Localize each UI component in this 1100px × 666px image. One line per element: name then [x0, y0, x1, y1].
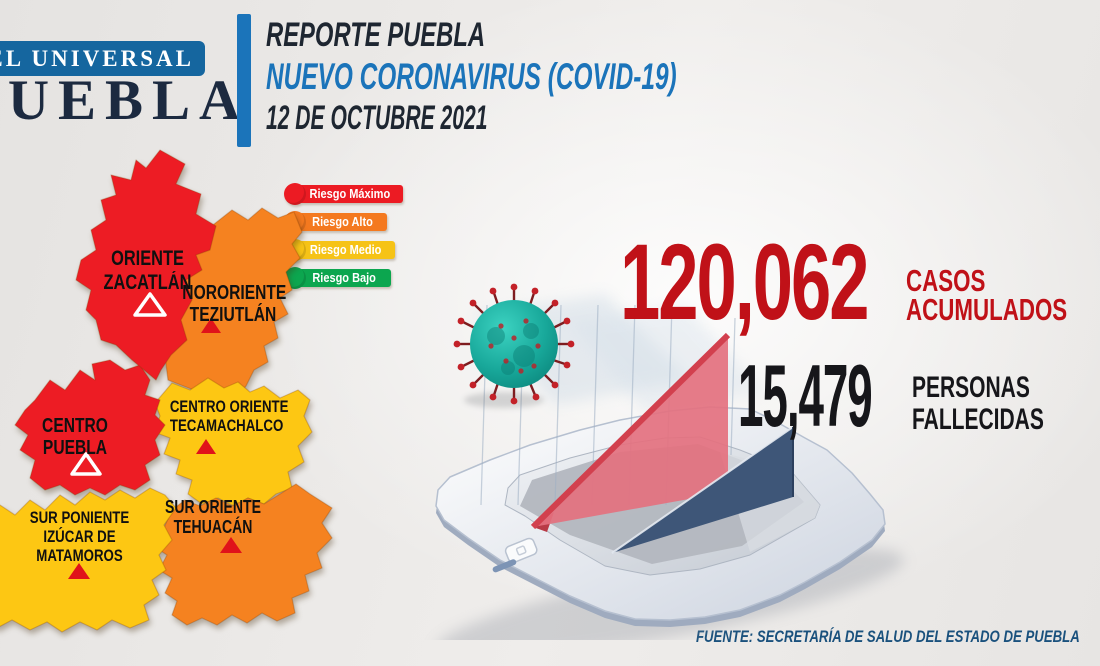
header-accent-bar [237, 14, 251, 147]
puebla-risk-map [0, 149, 333, 633]
source-attribution: FUENTE: SECRETARÍA DE SALUD DEL ESTADO D… [696, 628, 1080, 646]
red-triangle-chart [530, 332, 731, 532]
virus-surface-dots [488, 318, 541, 374]
risk-marker-zacatlan [133, 292, 167, 317]
risk-marker-izucar [68, 563, 90, 579]
legend-dot [284, 183, 306, 205]
risk-marker-teziutlan [201, 318, 221, 333]
map-region-tehuacan [154, 483, 333, 626]
virus-texture [487, 323, 539, 375]
region-label-tecamachalco: CENTRO ORIENTE TECAMACHALCO [169, 397, 289, 436]
cases-label: CASOS ACUMULADOS [906, 263, 1068, 328]
masthead-title: EL UNIVERSAL [0, 45, 194, 71]
report-title: REPORTE PUEBLA [266, 16, 486, 54]
legend-label: Riesgo Alto [311, 215, 373, 229]
legend-chip: Riesgo Alto [297, 213, 387, 231]
region-label-tehuacan: SUR ORIENTE TEHUACÁN [165, 497, 261, 538]
tablet-home-button [504, 537, 538, 564]
legend-item-riesgo-maximo: Riesgo Máximo [284, 183, 403, 205]
masthead-subtitle: PUEBLA [0, 69, 250, 132]
report-date: 12 DE OCTUBRE 2021 [266, 99, 488, 137]
virus-shadow [464, 392, 544, 408]
blue-triangle-chart [611, 426, 794, 554]
region-label-teziutlan: NORORIENTE TEZIUTLÁN [182, 282, 287, 327]
map-region-zacatlan [75, 149, 217, 381]
risk-marker-tehuacan [220, 537, 242, 553]
legend-chip: Riesgo Bajo [297, 269, 391, 287]
tablet-chart-illustration [435, 294, 904, 640]
region-label-izucar: SUR PONIENTE IZÚCAR DE MATAMOROS [29, 508, 130, 566]
region-label-zacatlan: ORIENTE ZACATLÁN [103, 247, 192, 294]
cases-value: 120,062 [620, 221, 870, 342]
risk-marker-tecamachalco [196, 439, 216, 454]
coronavirus-icon [453, 283, 575, 408]
map-region-izucar [0, 487, 177, 633]
report-subtitle: NUEVO CORONAVIRUS (COVID-19) [266, 56, 677, 97]
risk-marker-centro-puebla [70, 452, 102, 476]
tablet-side-port [492, 559, 517, 573]
masthead-bar: EL UNIVERSAL [0, 41, 205, 76]
virus-body [470, 300, 558, 388]
report-header: REPORTE PUEBLA NUEVO CORONAVIRUS (COVID-… [266, 18, 888, 135]
virus-spike-tips [453, 283, 575, 405]
legend-chip: Riesgo Medio [297, 241, 395, 259]
map-region-centro-puebla [14, 359, 166, 496]
deaths-label: PERSONAS FALLECIDAS [912, 371, 1044, 437]
legend-chip: Riesgo Máximo [297, 185, 403, 203]
region-label-centro-puebla: CENTRO PUEBLA [42, 415, 108, 460]
virus-spikes [459, 289, 569, 399]
risk-legend: Riesgo Máximo Riesgo Alto Riesgo Medio R… [284, 183, 403, 295]
risk-markers [68, 292, 242, 579]
legend-label: Riesgo Medio [310, 243, 382, 257]
map-region-tecamachalco [153, 377, 313, 507]
deaths-value: 15,479 [738, 346, 873, 445]
legend-label: Riesgo Bajo [312, 271, 376, 285]
legend-label: Riesgo Máximo [309, 187, 391, 201]
